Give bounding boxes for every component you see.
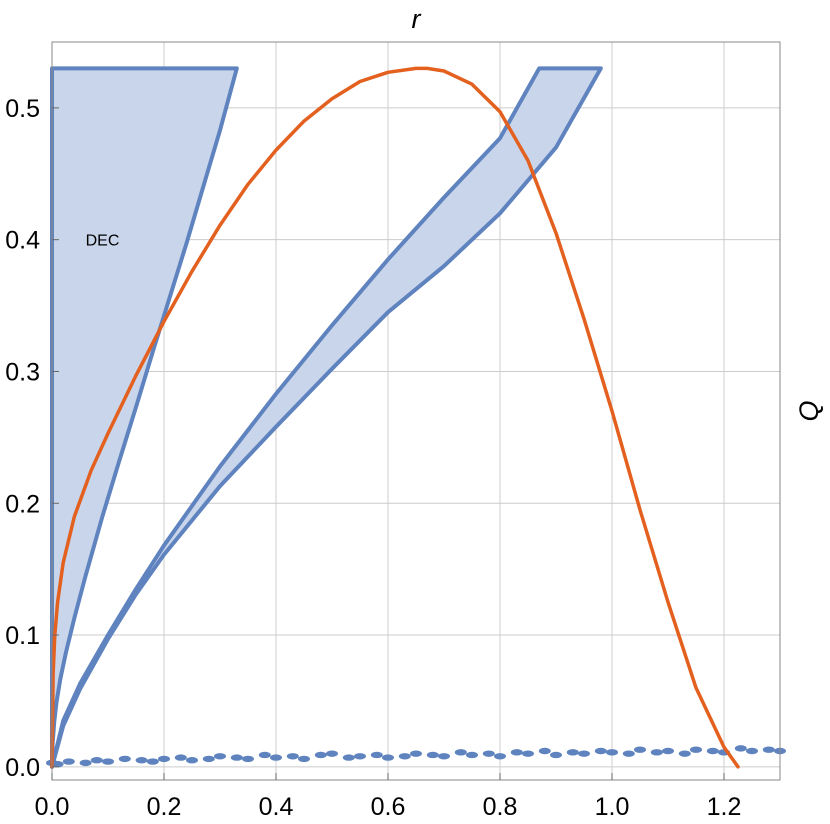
scatter-point bbox=[298, 755, 310, 763]
scatter-point bbox=[186, 757, 198, 764]
scatter-point bbox=[426, 751, 439, 759]
scatter-point bbox=[606, 749, 618, 756]
dec-annotation: DEC bbox=[86, 233, 120, 250]
x-tick-label: 0.0 bbox=[35, 793, 70, 821]
scatter-point bbox=[230, 754, 243, 761]
region-1 bbox=[50, 66, 239, 769]
scatter-point bbox=[438, 753, 450, 760]
scatter-point bbox=[578, 750, 590, 757]
scatter-point bbox=[454, 749, 467, 756]
scatter-point bbox=[370, 751, 383, 759]
scatter-point bbox=[135, 757, 148, 764]
scatter-point bbox=[650, 749, 663, 756]
regions bbox=[50, 66, 603, 769]
y-tick-label: 0.3 bbox=[5, 358, 40, 386]
scatter-point bbox=[382, 754, 394, 761]
x-tick-label: 1.0 bbox=[595, 793, 630, 821]
scatter-point bbox=[242, 755, 254, 763]
scatter-point bbox=[326, 750, 338, 757]
x-tick-label: 0.8 bbox=[483, 793, 518, 821]
scatter-point bbox=[494, 753, 506, 760]
scatter-point bbox=[594, 747, 607, 755]
curve-series bbox=[50, 66, 740, 769]
x-tick-label: 0.2 bbox=[147, 793, 182, 821]
scatter-point bbox=[146, 758, 159, 765]
plot-frame bbox=[51, 41, 781, 781]
y-axis-title: Q bbox=[794, 400, 824, 421]
scatter-point bbox=[158, 755, 170, 763]
x-tick-label: 1.2 bbox=[707, 793, 742, 821]
scatter-point bbox=[734, 745, 747, 752]
y-tick-label: 0.1 bbox=[5, 622, 40, 650]
axis-ticks: 0.0 0.2 0.4 0.6 0.8 1.0 1.2 0.0 0.1 0.2 0.3 0.4 0.5 bbox=[5, 95, 741, 821]
scatter-point bbox=[690, 746, 702, 753]
y-tick-label: 0.4 bbox=[5, 227, 40, 255]
scatter-point bbox=[550, 751, 562, 759]
scatter-point bbox=[51, 760, 64, 768]
curve-line-1 bbox=[50, 66, 740, 769]
scatter-point bbox=[466, 751, 478, 759]
scatter-point bbox=[174, 754, 187, 761]
scatter-point bbox=[662, 747, 674, 755]
scatter-point bbox=[314, 751, 327, 759]
scatter-point bbox=[79, 759, 92, 767]
scatter-point bbox=[118, 755, 131, 763]
x-tick-label: 0.6 bbox=[371, 793, 406, 821]
y-tick-label: 0.2 bbox=[5, 490, 40, 518]
scatter-point bbox=[214, 753, 226, 760]
scatter-point bbox=[566, 749, 579, 756]
x-tick-label: 0.4 bbox=[259, 793, 294, 821]
scatter-point bbox=[102, 758, 114, 765]
y-tick-label: 0.5 bbox=[5, 95, 40, 123]
scatter-point bbox=[522, 750, 534, 757]
scatter-point bbox=[622, 750, 635, 757]
scatter-point bbox=[90, 757, 103, 764]
scatter-point bbox=[286, 753, 299, 760]
scatter-point bbox=[342, 754, 355, 761]
x-axis-title: r bbox=[412, 4, 422, 34]
scatter-point bbox=[410, 750, 422, 757]
scatter-point bbox=[746, 747, 758, 755]
scatter-point bbox=[398, 753, 411, 760]
scatter-point bbox=[510, 749, 523, 756]
scatter-point bbox=[258, 751, 271, 759]
scatter-point bbox=[354, 753, 366, 760]
scatter-point bbox=[762, 746, 775, 753]
region-2 bbox=[50, 66, 603, 769]
scatter-points bbox=[46, 745, 786, 768]
scatter-point bbox=[706, 747, 719, 755]
scatter-point bbox=[270, 754, 282, 761]
scatter-point bbox=[202, 755, 215, 763]
scatter-point bbox=[538, 747, 551, 755]
scatter-point bbox=[678, 750, 691, 757]
y-tick-label: 0.0 bbox=[5, 754, 40, 782]
scatter-point bbox=[634, 746, 646, 753]
scatter-point bbox=[482, 750, 495, 757]
scatter-point bbox=[62, 758, 75, 765]
